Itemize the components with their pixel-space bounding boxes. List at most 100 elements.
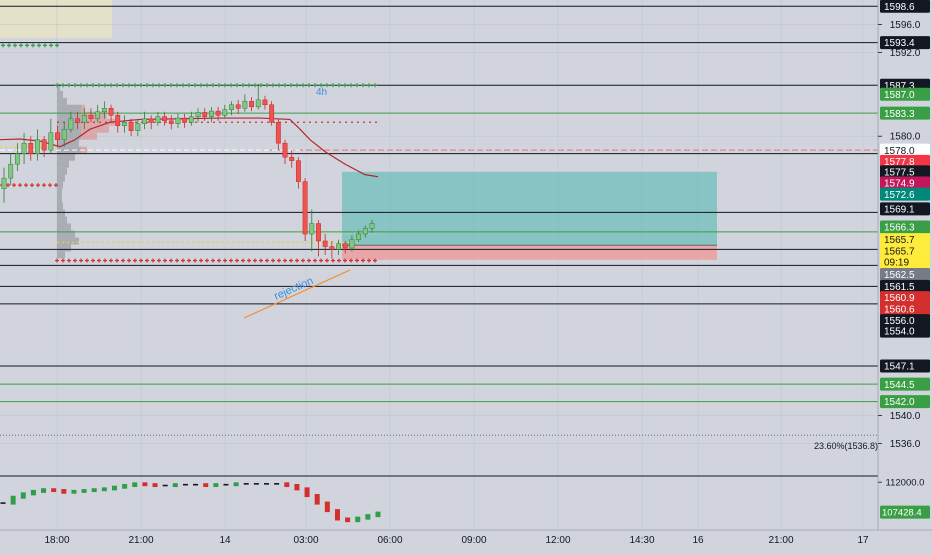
candle-body [255, 99, 261, 108]
oscillator-pane [0, 475, 878, 523]
time-axis: 18:00 21:00 14 03:00 06:00 09:00 12:00 14:30 16 2… [44, 535, 869, 546]
osc-bar [142, 482, 148, 487]
price-label-text: 1565.7 [884, 235, 915, 246]
price-label-text: 1587.3 [884, 81, 915, 92]
osc-bar [162, 484, 168, 487]
osc-bar [334, 509, 340, 521]
price-label-text: 1560.9 [884, 293, 915, 304]
profile-bar-gray [57, 251, 65, 259]
price-label-text: 1547.1 [884, 362, 915, 373]
price-label-box [880, 291, 930, 305]
candle-body [175, 117, 181, 124]
time-tick-label: 21:00 [768, 535, 793, 546]
time-tick-label: 12:00 [545, 535, 570, 546]
position-loss-zone [342, 245, 717, 260]
profile-bar-gray [57, 195, 62, 203]
candle-body [215, 110, 221, 116]
price-label-text: 1569.1 [884, 204, 915, 215]
price-label-box [880, 143, 930, 157]
osc-bar [213, 483, 219, 488]
candle-body [88, 115, 94, 119]
profile-bar-red [81, 132, 97, 140]
candlestick-series [1, 83, 375, 259]
candle-body [202, 112, 208, 117]
osc-bar [264, 483, 270, 485]
candle-body [369, 223, 375, 229]
candle-body [195, 112, 201, 117]
osc-last-value: 107428.4 [882, 508, 922, 519]
candle-body [316, 223, 321, 242]
osc-bar [345, 517, 351, 523]
price-label-text: 1578.0 [884, 146, 915, 157]
profile-bar-gray [57, 244, 71, 252]
osc-bar [365, 514, 371, 520]
osc-bar [203, 483, 209, 488]
candle-body [275, 121, 281, 144]
osc-bar [294, 484, 300, 491]
profile-bar-gray [57, 167, 67, 175]
candle-body [155, 116, 161, 123]
candle-body [101, 108, 107, 113]
price-tick-label: 1580.0 [890, 132, 921, 143]
osc-bar [304, 487, 310, 498]
candle-body [269, 104, 275, 123]
candle-body [182, 117, 188, 123]
candle-body [336, 243, 341, 250]
price-label-box [880, 359, 930, 373]
candle-body [55, 132, 60, 140]
osc-tick-label: 112000.0 [886, 478, 925, 489]
candle-body [242, 101, 248, 109]
price-label-text: 1593.4 [884, 38, 915, 49]
profile-bar-red [81, 104, 85, 112]
price-label-box [880, 324, 930, 338]
profile-bar-gray [57, 216, 67, 224]
oscillator-axis: 112000.0 107428.4 [878, 478, 930, 519]
osc-bar [223, 483, 229, 486]
price-label-text: 1574.9 [884, 179, 915, 190]
candle-body [356, 233, 362, 240]
price-label-text: 1560.6 [884, 304, 915, 315]
price-label-text: 1544.5 [884, 380, 915, 391]
price-label-box [880, 233, 930, 247]
candle-body [229, 104, 234, 110]
price-label-text: 1542.0 [884, 397, 915, 408]
candle-body [208, 110, 214, 117]
candle-body [75, 118, 81, 123]
price-label-box [880, 220, 930, 234]
price-label-box [880, 268, 930, 282]
price-label-box [880, 0, 930, 13]
time-tick-label: 16 [692, 535, 704, 546]
candle-body [41, 139, 47, 151]
candle-body [235, 104, 241, 109]
price-label-box [880, 106, 930, 120]
osc-bar [41, 488, 47, 493]
candle-body [61, 128, 67, 140]
candle-body [35, 139, 40, 154]
candle-body [108, 108, 114, 116]
candle-body [262, 99, 268, 106]
price-label-text: 1565.7 [884, 246, 915, 257]
osc-bar [81, 489, 87, 493]
profile-bar-gray [57, 230, 75, 238]
moving-average [0, 117, 379, 178]
osc-bar [91, 488, 97, 493]
profile-bar-gray [57, 104, 81, 112]
candle-body [329, 246, 335, 250]
osc-bar [132, 482, 138, 488]
profile-bar-gray [57, 181, 63, 189]
price-label-text: 1556.0 [884, 316, 915, 327]
candle-body [249, 101, 254, 108]
price-tick-label: 1540.0 [890, 411, 921, 422]
osc-bar [375, 511, 381, 518]
profile-bar-gray [57, 188, 62, 196]
osc-bar [10, 495, 16, 505]
price-label-box [880, 187, 930, 201]
candle-body [162, 116, 168, 122]
profile-bar-gray [57, 223, 71, 231]
osc-bar [61, 489, 67, 494]
osc-bar [284, 482, 290, 488]
timeframe-annotation: 4h [316, 87, 327, 98]
osc-bar [111, 485, 117, 491]
